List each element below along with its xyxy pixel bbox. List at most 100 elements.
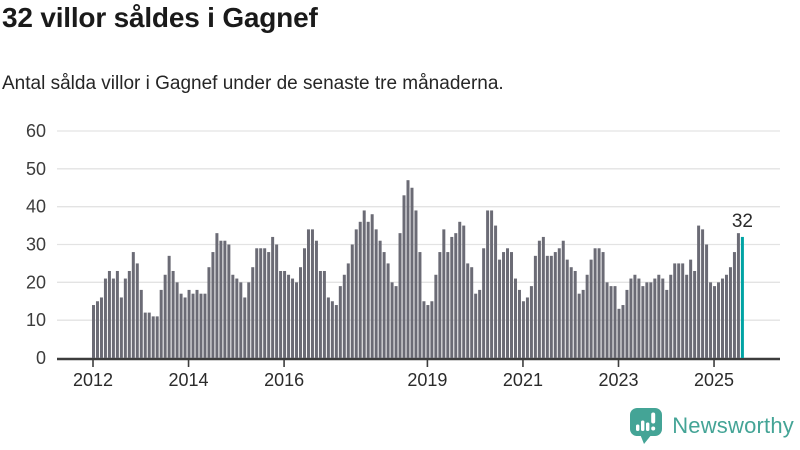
bar: [677, 263, 681, 358]
bar: [251, 267, 255, 358]
bar: [720, 278, 724, 358]
bar: [402, 195, 406, 358]
bar: [322, 270, 326, 358]
bar: [442, 229, 446, 358]
bar: [111, 278, 115, 358]
bar: [621, 305, 625, 358]
bar: [107, 270, 111, 358]
bar: [529, 286, 533, 358]
bar: [147, 312, 151, 358]
bar: [143, 312, 147, 358]
bar: [119, 297, 123, 358]
bar: [673, 263, 677, 358]
bar: [163, 274, 167, 358]
bar: [724, 274, 728, 358]
bar: [263, 248, 267, 358]
bar: [227, 244, 231, 358]
bar: [577, 293, 581, 358]
bar: [306, 229, 310, 358]
x-axis-label: 2012: [73, 370, 113, 390]
bar: [585, 274, 589, 358]
bar: [131, 252, 135, 358]
bar: [410, 187, 414, 358]
bar: [414, 210, 418, 358]
bar: [701, 229, 705, 358]
x-axis-label: 2019: [407, 370, 447, 390]
bar: [525, 297, 529, 358]
bar: [267, 252, 271, 358]
bar: [434, 274, 438, 358]
bar: [649, 282, 653, 358]
x-axis-label: 2014: [169, 370, 209, 390]
bar: [462, 225, 466, 358]
bar: [645, 282, 649, 358]
bar: [426, 305, 430, 358]
bar: [466, 263, 470, 358]
bar: [390, 282, 394, 358]
bar: [179, 293, 183, 358]
bar: [275, 244, 279, 358]
bar: [362, 210, 366, 358]
x-axis-label: 2023: [598, 370, 638, 390]
bar: [732, 252, 736, 358]
bar: [510, 252, 514, 358]
bar: [219, 240, 223, 358]
bar: [450, 236, 454, 358]
bar: [103, 278, 107, 358]
bar: [422, 301, 426, 358]
bar: [617, 308, 621, 358]
bar: [418, 252, 422, 358]
y-axis-label: 30: [26, 235, 46, 255]
bar: [629, 278, 633, 358]
bar: [287, 274, 291, 358]
bar: [382, 252, 386, 358]
y-axis-label: 0: [36, 348, 46, 368]
bar: [406, 180, 410, 358]
bar: [474, 293, 478, 358]
bar: [689, 259, 693, 358]
bar: [625, 289, 629, 358]
bar: [159, 289, 163, 358]
bar: [330, 301, 334, 358]
bar: [557, 248, 561, 358]
bar: [127, 270, 131, 358]
bar: [430, 301, 434, 358]
bar: [374, 229, 378, 358]
bar: [326, 297, 330, 358]
bar: [314, 240, 318, 358]
bar: [279, 270, 283, 358]
highlight-value-label: 32: [732, 211, 753, 232]
bar: [95, 301, 99, 358]
bar: [211, 252, 215, 358]
y-axis-label: 60: [26, 121, 46, 141]
brand-name: Newsworthy: [672, 413, 794, 438]
bar: [378, 240, 382, 358]
bar: [521, 301, 525, 358]
bar: [231, 274, 235, 358]
bar: [613, 286, 617, 358]
bar: [247, 282, 251, 358]
bar: [350, 244, 354, 358]
bar: [354, 229, 358, 358]
bar: [187, 289, 191, 358]
bar: [693, 270, 697, 358]
bar: [709, 282, 713, 358]
bar: [601, 252, 605, 358]
bar: [633, 274, 637, 358]
bar: [366, 221, 370, 358]
newsworthy-logo-link[interactable]: Newsworthy: [629, 405, 794, 447]
bar: [717, 282, 721, 358]
bar: [235, 278, 239, 358]
y-axis-label: 40: [26, 197, 46, 217]
bar: [255, 248, 259, 358]
bar: [609, 286, 613, 358]
bar: [183, 297, 187, 358]
bar: [494, 225, 498, 358]
bar: [92, 305, 95, 358]
bar: [99, 297, 103, 358]
newsworthy-logo-icon: [630, 408, 663, 444]
bar: [661, 278, 665, 358]
x-axis-label: 2025: [694, 370, 734, 390]
